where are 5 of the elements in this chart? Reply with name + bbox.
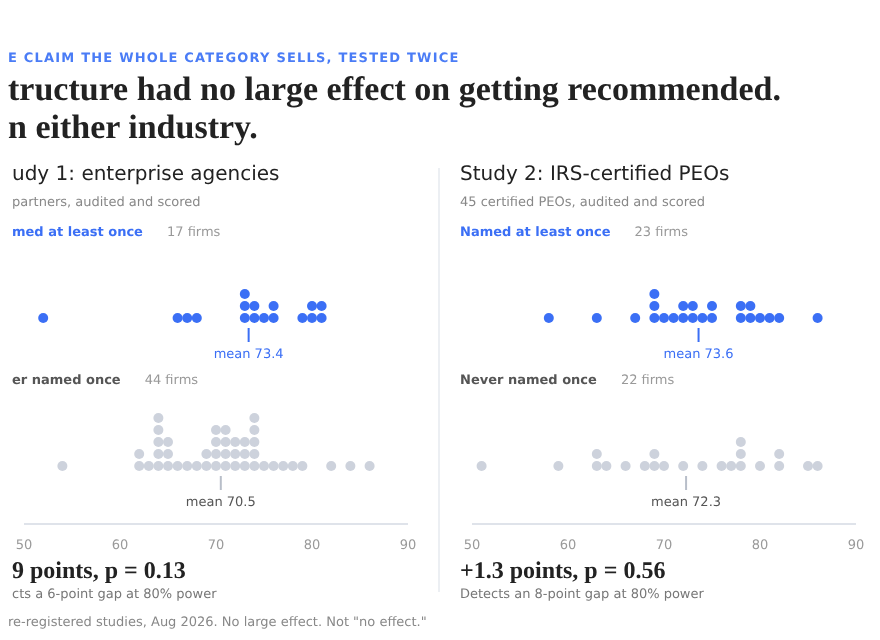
chart-title: Study 2: IRS-certified PEOs <box>460 164 730 186</box>
text: tructure had no large effect on getting recommended. n either industry. <box>8 70 782 146</box>
text: +1.3 points, p = 0.56 <box>460 556 666 586</box>
text: 9 points, p = 0.13 <box>12 556 186 586</box>
chart-title: udy 1: enterprise agencies <box>12 164 280 186</box>
